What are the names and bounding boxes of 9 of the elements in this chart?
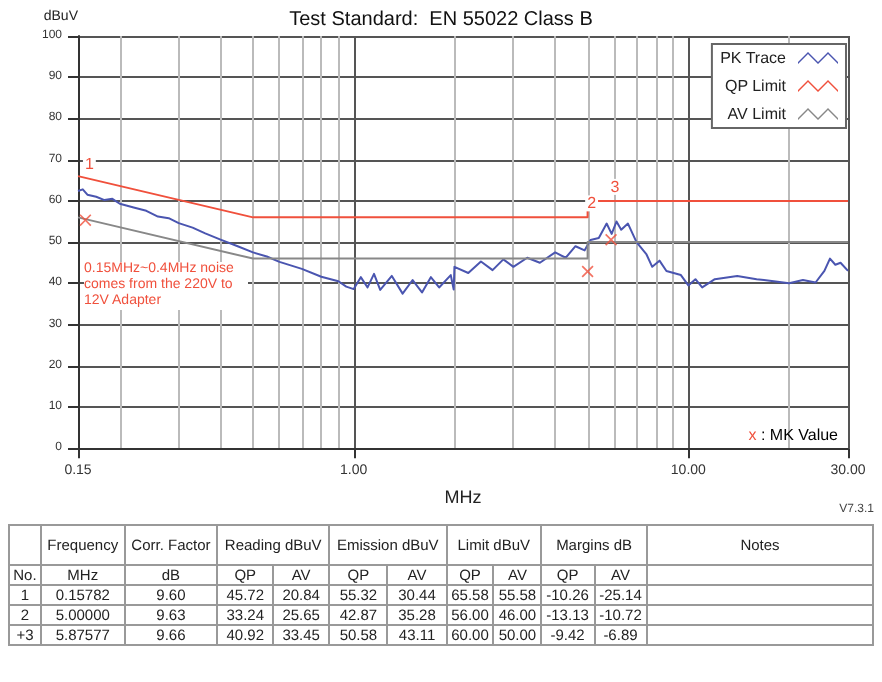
chart-title: Test Standard: EN 55022 Class B xyxy=(289,9,594,31)
x-axis-title: MHz xyxy=(444,487,483,507)
annotation: x : MK Value xyxy=(748,426,838,444)
legend-label: PK Trace xyxy=(720,49,788,67)
annotation: 2 xyxy=(587,194,598,213)
legend-label: AV Limit xyxy=(727,105,788,123)
annotation: 1 xyxy=(84,154,95,173)
annotation: 3 xyxy=(610,177,621,196)
legend-label: QP Limit xyxy=(724,77,788,95)
